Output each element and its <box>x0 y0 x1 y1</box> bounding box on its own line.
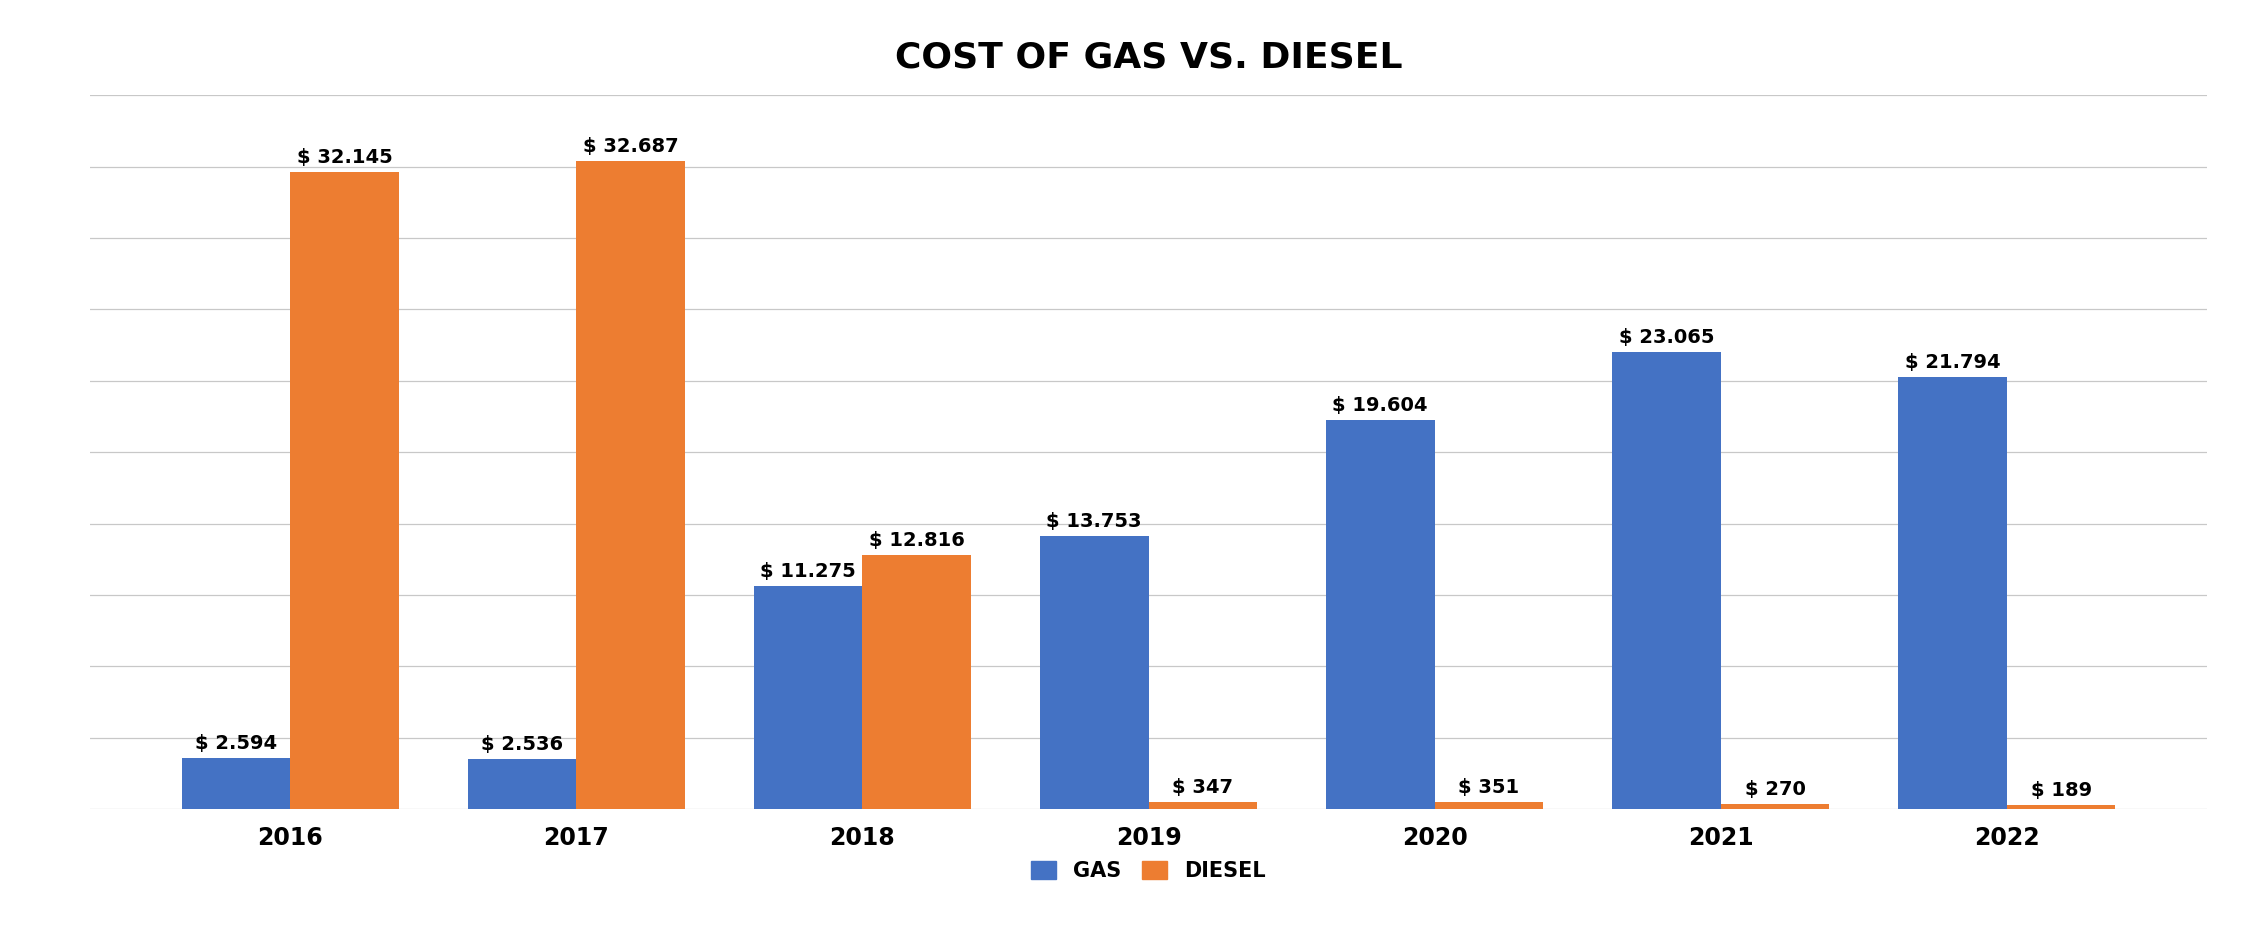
Text: $ 12.816: $ 12.816 <box>869 531 964 550</box>
Text: $ 23.065: $ 23.065 <box>1619 327 1714 347</box>
Bar <box>2007 805 2115 809</box>
Bar <box>291 171 399 809</box>
Text: $ 21.794: $ 21.794 <box>1905 353 2000 372</box>
Title: COST OF GAS VS. DIESEL: COST OF GAS VS. DIESEL <box>894 40 1403 74</box>
Bar <box>1040 536 1149 809</box>
Text: $ 13.753: $ 13.753 <box>1047 512 1142 531</box>
Bar <box>1898 377 2007 809</box>
Text: $ 11.275: $ 11.275 <box>761 562 856 581</box>
Bar <box>1721 803 1829 809</box>
Bar <box>1326 421 1435 809</box>
Bar <box>468 759 577 809</box>
Legend: GAS, DIESEL: GAS, DIESEL <box>1020 850 1277 892</box>
Text: $ 2.536: $ 2.536 <box>482 735 563 754</box>
Bar <box>182 758 291 809</box>
Bar <box>1149 803 1257 809</box>
Bar <box>863 555 971 809</box>
Text: $ 270: $ 270 <box>1745 780 1806 799</box>
Text: $ 19.604: $ 19.604 <box>1333 396 1428 415</box>
Bar <box>1612 351 1721 809</box>
Text: $ 347: $ 347 <box>1173 779 1234 798</box>
Text: $ 32.145: $ 32.145 <box>297 148 392 167</box>
Text: $ 351: $ 351 <box>1459 779 1520 797</box>
Text: $ 32.687: $ 32.687 <box>583 137 678 156</box>
Bar <box>1435 803 1543 809</box>
Text: $ 2.594: $ 2.594 <box>196 734 277 753</box>
Bar <box>577 161 685 809</box>
Text: $ 189: $ 189 <box>2031 782 2092 801</box>
Bar <box>754 585 863 809</box>
